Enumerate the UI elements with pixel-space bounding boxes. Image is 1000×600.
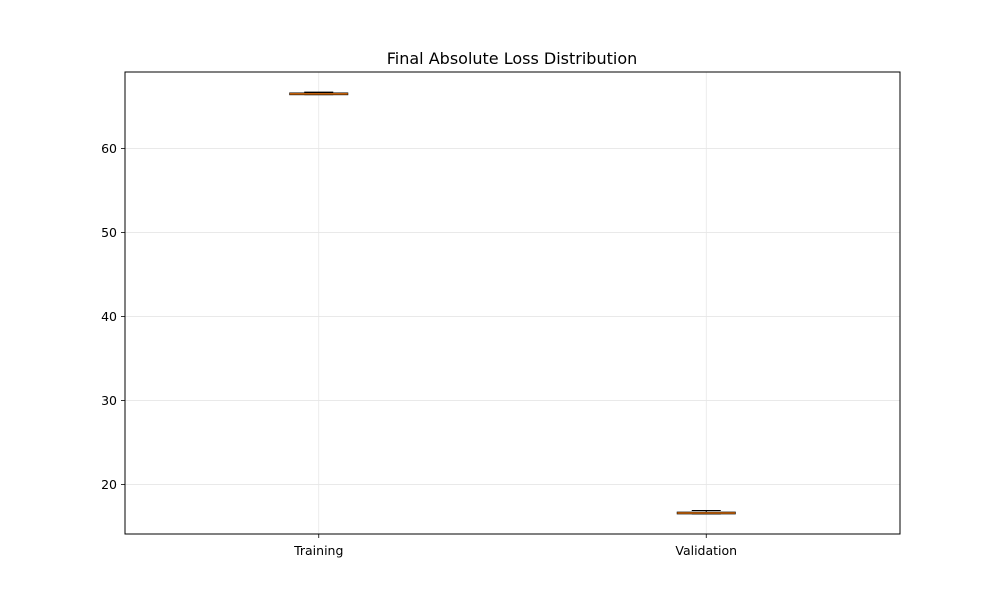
- y-tick-label: 40: [101, 309, 117, 324]
- x-tick-label: Training: [293, 543, 343, 558]
- y-tick-label: 20: [101, 477, 117, 492]
- box-plots: [289, 91, 736, 515]
- y-tick-label: 60: [101, 141, 117, 156]
- box-validation: [676, 509, 736, 515]
- axes: 20 30 40 50 60 Training Validation: [101, 141, 737, 558]
- box-training: [289, 91, 349, 96]
- y-tick-label: 30: [101, 393, 117, 408]
- x-tick-label: Validation: [675, 543, 737, 558]
- chart-title: Final Absolute Loss Distribution: [387, 49, 638, 68]
- y-tick-label: 50: [101, 225, 117, 240]
- plot-area-frame: [124, 71, 901, 535]
- grid-lines: [125, 72, 900, 534]
